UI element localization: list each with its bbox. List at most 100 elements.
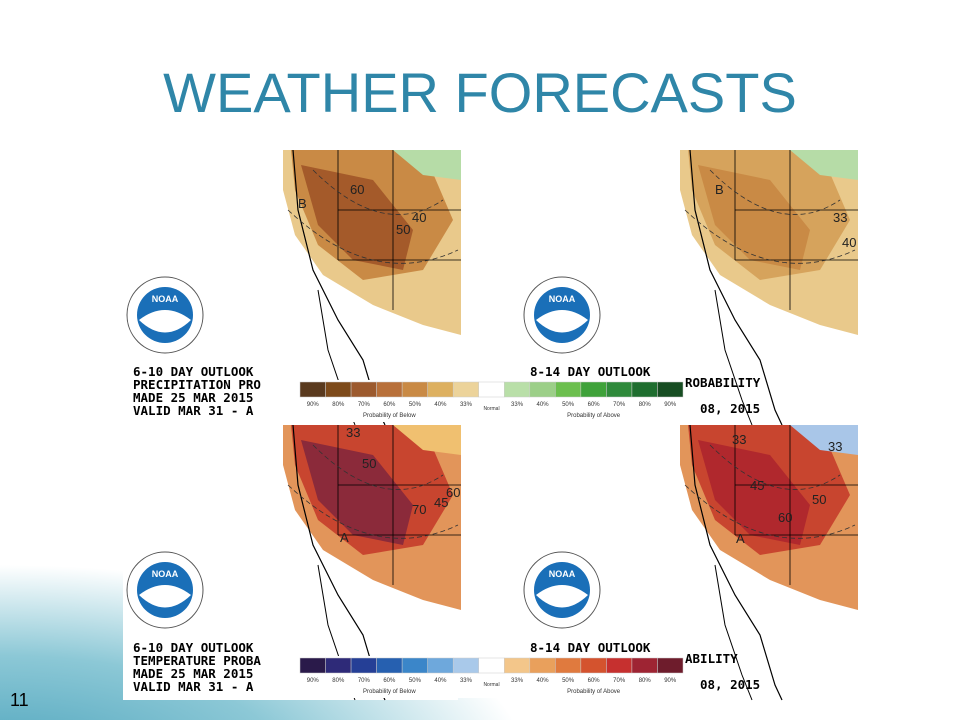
legend-tick: 60% xyxy=(588,402,601,408)
legend-swatch xyxy=(350,381,377,398)
legend-swatch xyxy=(325,381,352,398)
outlook-line: PRECIPITATION PRO xyxy=(133,377,261,392)
contour-label: 33 xyxy=(828,439,842,454)
legend-swatch xyxy=(580,657,607,674)
state-lines xyxy=(734,150,858,310)
legend-normal: Normal xyxy=(483,406,499,412)
legend-swatch xyxy=(325,657,352,674)
region-other xyxy=(393,150,461,180)
legend-tick: 90% xyxy=(307,402,320,408)
legend-tick: 50% xyxy=(562,678,575,684)
contour-label: 33 xyxy=(833,210,847,225)
contour-label: 33 xyxy=(732,432,746,447)
contour-label: 50 xyxy=(812,492,826,507)
legend-above: Probability of Above xyxy=(567,413,621,419)
legend-swatch xyxy=(452,657,479,674)
legend-tick: 33% xyxy=(460,402,473,408)
legend-swatch xyxy=(606,657,633,674)
contour-label: 40 xyxy=(842,235,856,250)
legend-swatch xyxy=(427,657,454,674)
logo-text: NOAA xyxy=(152,294,179,304)
legend-above: Probability of Above xyxy=(567,689,621,695)
legend-swatch xyxy=(376,657,403,674)
legend-tick: 60% xyxy=(588,678,601,684)
contour-label: B xyxy=(298,196,307,211)
outlook-line: 6-10 DAY OUTLOOK xyxy=(133,640,254,655)
outlook-line: 6-10 DAY OUTLOOK xyxy=(133,364,254,379)
outlook-line: VALID MAR 31 - A xyxy=(133,679,254,694)
legend-swatch xyxy=(401,657,428,674)
legend-tick: 70% xyxy=(358,402,371,408)
outlook-line: 8-14 DAY OUTLOOK xyxy=(530,640,651,655)
legend-normal: Normal xyxy=(483,682,499,688)
outlook-line: 8-14 DAY OUTLOOK xyxy=(530,364,651,379)
legend-swatch xyxy=(529,657,556,674)
map-panel: NOAA xyxy=(520,424,858,701)
legend-swatch xyxy=(657,657,684,674)
legend-swatch xyxy=(555,381,582,398)
legend-swatch xyxy=(631,657,658,674)
region-other xyxy=(790,425,858,455)
legend-swatch xyxy=(657,381,684,398)
legend-tick: 70% xyxy=(613,402,626,408)
contour-label: 70 xyxy=(412,502,426,517)
legend-swatch xyxy=(376,381,403,398)
legend-swatch xyxy=(299,381,326,398)
region-inner xyxy=(698,440,810,545)
contour-label: 60 xyxy=(446,485,460,500)
legend-tick: 70% xyxy=(358,678,371,684)
outlook-line: TEMPERATURE PROBA xyxy=(133,653,261,668)
legend-swatch xyxy=(478,657,505,674)
legend-tick: 40% xyxy=(537,402,550,408)
logo-bird xyxy=(536,310,588,333)
legend-tick: 60% xyxy=(383,678,396,684)
region-inner xyxy=(301,440,413,545)
contour-label: 60 xyxy=(350,182,364,197)
legend-tick: 80% xyxy=(639,678,652,684)
contour-label: 45 xyxy=(434,495,448,510)
contour-label: 60 xyxy=(778,510,792,525)
baja-coast xyxy=(714,564,753,701)
legend-swatch xyxy=(606,381,633,398)
legend-tick: 50% xyxy=(562,402,575,408)
legend-tick: 33% xyxy=(511,402,524,408)
legend-tick: 40% xyxy=(434,402,447,408)
baja-coast xyxy=(714,289,753,426)
legend-swatch xyxy=(401,381,428,398)
outlook-line: MADE 25 MAR 2015 xyxy=(133,666,253,681)
legend-swatch xyxy=(580,381,607,398)
contour-label: 33 xyxy=(346,425,360,440)
legend-tick: 90% xyxy=(664,678,677,684)
contour-label: B xyxy=(715,182,724,197)
contours xyxy=(287,169,459,264)
contour-label: A xyxy=(736,531,745,546)
region-inner xyxy=(698,165,810,270)
region-other xyxy=(790,150,858,180)
outlook-line: 08, 2015 xyxy=(700,401,760,416)
logo-bird xyxy=(536,585,588,608)
legend-tick: 33% xyxy=(460,678,473,684)
legend-below: Probability of Below xyxy=(363,413,416,419)
contours xyxy=(287,444,459,539)
contour-label: A xyxy=(340,530,349,545)
logo-bird xyxy=(139,310,191,333)
map-panel: NOAA xyxy=(520,149,858,426)
legend-swatch xyxy=(631,381,658,398)
legend-tick: 33% xyxy=(511,678,524,684)
contours xyxy=(684,169,856,264)
legend-tick: 50% xyxy=(409,402,422,408)
logo-text: NOAA xyxy=(152,569,179,579)
outlook-line: ABILITY xyxy=(685,651,738,666)
outlook-line: VALID MAR 31 - A xyxy=(133,403,254,418)
logo-bird xyxy=(139,585,191,608)
legend: 90% 80% 70% 60% 50% 40% 33% 33% 40% 50% 60% 70% 80% 9… xyxy=(299,656,684,698)
region-other xyxy=(393,425,461,455)
legend-swatch xyxy=(529,381,556,398)
outlook-line: ROBABILITY xyxy=(685,375,761,390)
contour-label: 45 xyxy=(750,478,764,493)
contours xyxy=(684,444,856,539)
contour-label: 50 xyxy=(362,456,376,471)
contour-label: 40 xyxy=(412,210,426,225)
legend-swatch xyxy=(299,657,326,674)
